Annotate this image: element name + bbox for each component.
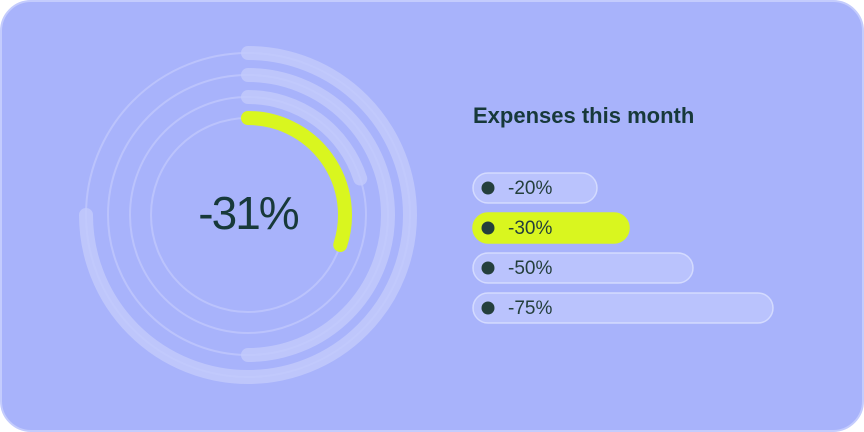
legend-label: -75% (508, 298, 552, 319)
legend-pill (472, 292, 774, 324)
legend-pill (472, 252, 694, 284)
chart-title: Expenses this month (473, 103, 694, 128)
center-label: -31% (198, 187, 298, 239)
ring-arc (241, 111, 352, 252)
legend-dot (481, 181, 495, 195)
legend-dot (481, 221, 495, 235)
legend-label: -50% (508, 258, 552, 279)
legend-dot (481, 301, 495, 315)
legend-label: -30% (508, 218, 552, 239)
legend-pill (472, 212, 630, 244)
ring-arc (241, 68, 395, 362)
ring-arc (79, 46, 417, 384)
ring-arc (241, 90, 368, 186)
legend-dot (481, 261, 495, 275)
legend-label: -20% (508, 178, 552, 199)
legend-pill (472, 172, 598, 204)
legend: -20% -30% -50% -75% (472, 172, 774, 324)
